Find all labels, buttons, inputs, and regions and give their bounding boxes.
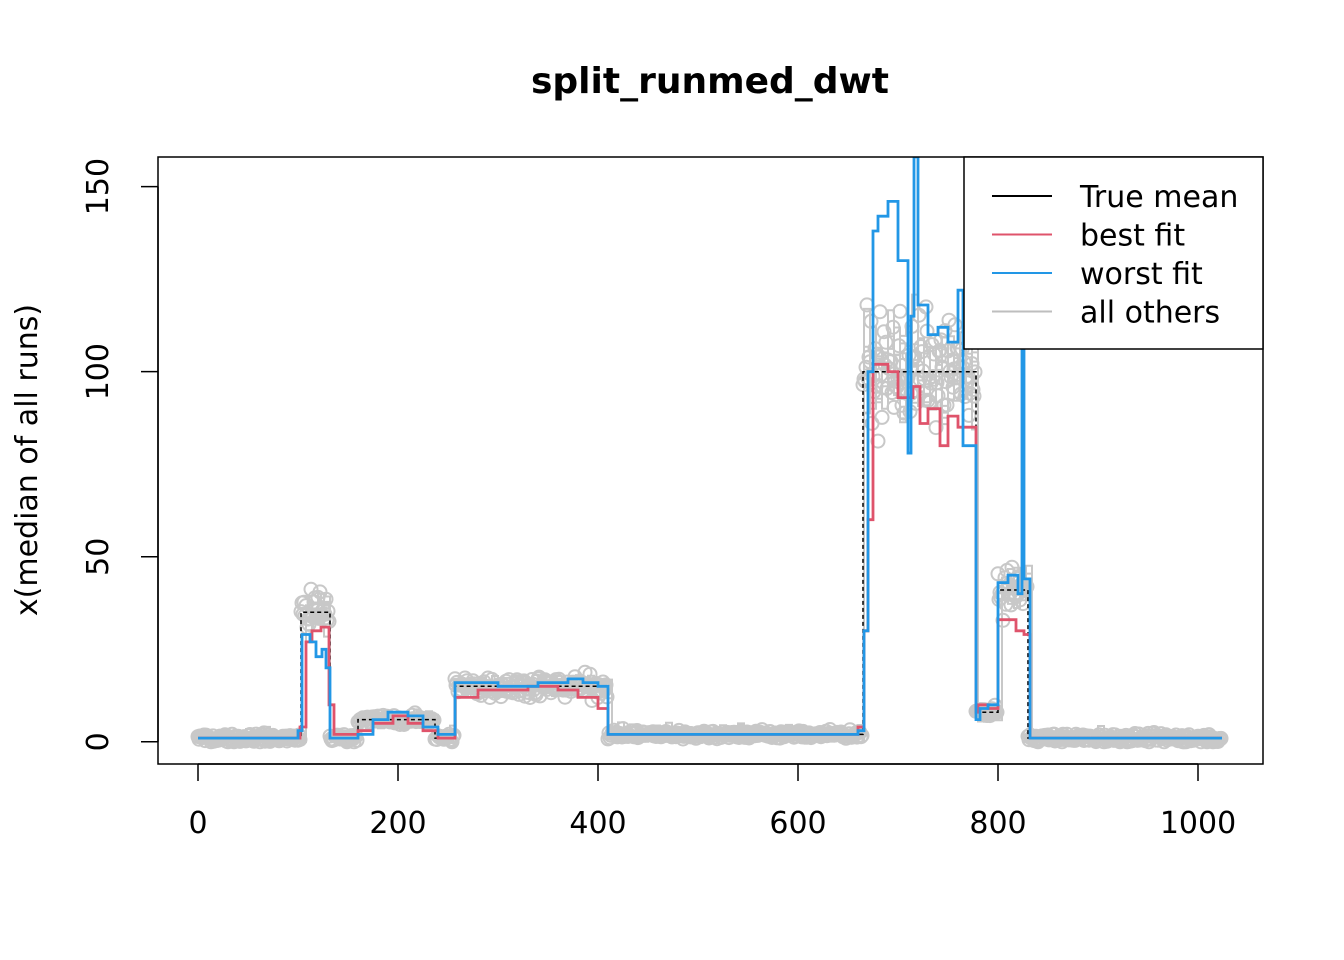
legend-label: worst fit bbox=[1080, 257, 1203, 292]
y-tick-label: 50 bbox=[81, 538, 116, 576]
data-point bbox=[317, 606, 333, 622]
data-point bbox=[870, 433, 886, 449]
legend-label: all others bbox=[1080, 296, 1220, 331]
y-axis-label: x(median of all runs) bbox=[10, 304, 45, 616]
plot-area bbox=[190, 157, 1229, 750]
x-tick-label: 0 bbox=[188, 806, 207, 841]
data-point bbox=[998, 596, 1014, 612]
chart-title: split_runmed_dwt bbox=[531, 61, 889, 102]
data-point bbox=[885, 319, 901, 335]
x-tick-label: 800 bbox=[969, 806, 1026, 841]
data-point bbox=[943, 369, 959, 385]
series-line-worst-fit bbox=[198, 157, 1222, 740]
axes: 0 200 400 600 800 1000 0 50 100 150 bbox=[81, 156, 1264, 841]
data-point bbox=[966, 388, 982, 404]
data-point bbox=[940, 343, 956, 359]
x-tick-label: 1000 bbox=[1160, 806, 1236, 841]
x-tick-label: 200 bbox=[369, 806, 426, 841]
data-point bbox=[923, 375, 939, 391]
y-tick-label: 100 bbox=[81, 343, 116, 400]
data-point bbox=[913, 339, 929, 354]
data-point bbox=[932, 342, 948, 358]
y-tick-label: 150 bbox=[81, 158, 116, 215]
legend-label: True mean bbox=[1079, 180, 1238, 215]
data-point bbox=[881, 361, 897, 376]
legend-label: best fit bbox=[1080, 219, 1185, 254]
data-point bbox=[947, 317, 963, 333]
series-lines-group bbox=[198, 157, 1222, 740]
data-point bbox=[928, 420, 944, 436]
data-point bbox=[876, 324, 892, 340]
x-tick-label: 400 bbox=[569, 806, 626, 841]
y-tick-label: 0 bbox=[81, 732, 116, 751]
data-point bbox=[965, 382, 981, 397]
data-point bbox=[863, 313, 879, 329]
data-point bbox=[964, 356, 980, 372]
data-point bbox=[939, 397, 955, 413]
data-point bbox=[935, 360, 951, 376]
data-point bbox=[891, 338, 907, 354]
data-point bbox=[874, 409, 890, 425]
data-point bbox=[892, 303, 908, 319]
data-point bbox=[320, 603, 336, 619]
data-point bbox=[918, 299, 934, 315]
x-tick-label: 600 bbox=[769, 806, 826, 841]
legend-box bbox=[963, 156, 1264, 350]
